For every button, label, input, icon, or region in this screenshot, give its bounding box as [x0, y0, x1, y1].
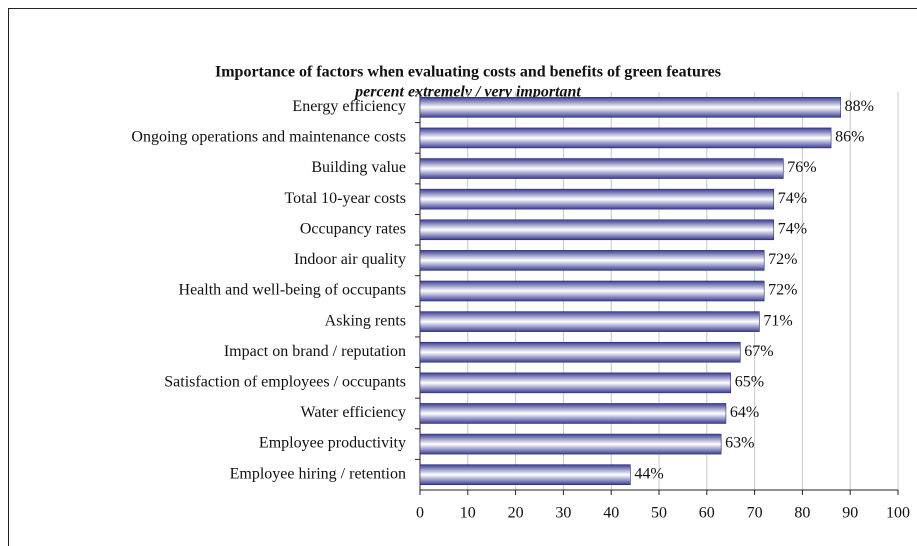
- bar: [419, 433, 722, 455]
- x-tick-label: 90: [842, 505, 858, 522]
- x-tick-label: 100: [886, 505, 910, 522]
- bar: [419, 188, 775, 210]
- bar: [419, 127, 832, 149]
- value-label: 65%: [735, 374, 764, 391]
- x-tick-label: 60: [699, 505, 715, 522]
- y-tick-label: Ongoing operations and maintenance costs: [131, 129, 406, 146]
- frame: [8, 8, 917, 546]
- y-tick-label: Water efficiency: [301, 404, 406, 421]
- value-label: 63%: [725, 435, 754, 452]
- value-label: 44%: [634, 465, 663, 482]
- x-tick-label: 0: [416, 505, 424, 522]
- bar: [419, 158, 784, 179]
- bar: [419, 219, 775, 241]
- value-label: 72%: [768, 282, 797, 299]
- y-tick-label: Occupancy rates: [300, 220, 406, 237]
- x-tick-label: 80: [794, 505, 810, 522]
- chart-title: Importance of factors when evaluating co…: [215, 64, 721, 81]
- x-tick-label: 10: [460, 505, 476, 522]
- x-tick-label: 50: [651, 505, 667, 522]
- bar: [419, 372, 732, 394]
- x-tick-label: 20: [508, 505, 524, 522]
- value-label: 74%: [778, 190, 807, 207]
- y-tick-label: Employee productivity: [259, 435, 406, 452]
- y-tick-label: Asking rents: [325, 312, 406, 329]
- bar: [419, 464, 631, 485]
- y-tick-label: Indoor air quality: [294, 251, 406, 268]
- x-tick-label: 70: [747, 505, 763, 522]
- bar: [419, 97, 841, 118]
- y-tick-label: Satisfaction of employees / occupants: [164, 374, 406, 391]
- value-label: 76%: [787, 159, 816, 176]
- x-tick-label: 30: [555, 505, 571, 522]
- x-tick-label: 40: [603, 505, 619, 522]
- chart-subtitle: percent extremely / very important: [353, 84, 581, 101]
- value-label: 64%: [730, 404, 759, 421]
- y-tick-label: Total 10-year costs: [284, 190, 406, 207]
- value-label: 74%: [778, 220, 807, 237]
- y-tick-label: Building value: [311, 159, 406, 176]
- bar: [419, 250, 765, 271]
- bar: [419, 311, 760, 332]
- value-label: 71%: [763, 312, 792, 329]
- y-tick-label: Employee hiring / retention: [230, 465, 406, 482]
- y-tick-label: Impact on brand / reputation: [224, 343, 406, 360]
- bar: [419, 341, 741, 363]
- y-tick-label: Energy efficiency: [292, 98, 406, 115]
- value-label: 88%: [845, 98, 874, 115]
- value-label: 72%: [768, 251, 797, 268]
- y-tick-label: Health and well-being of occupants: [179, 282, 406, 299]
- value-label: 86%: [835, 129, 864, 146]
- value-label: 67%: [744, 343, 773, 360]
- bar: [419, 280, 765, 302]
- bar: [419, 403, 727, 424]
